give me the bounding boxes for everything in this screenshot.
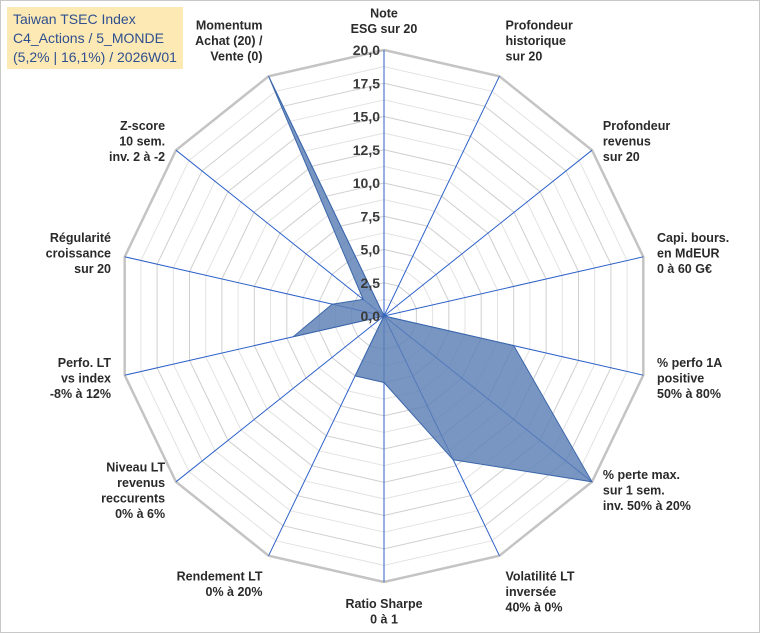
category-label-line: Volatilité LT	[506, 569, 575, 583]
category-label-line: Profondeur	[506, 19, 573, 33]
category-label-line: en MdEUR	[657, 247, 720, 261]
category-label-line: inversée	[506, 585, 557, 599]
category-label: Momentum Achat (20) / Vente (0)	[195, 19, 263, 64]
category-label: Profondeur revenus sur 20	[603, 119, 670, 164]
category-label: Capi. bours. en MdEUR 0 à 60 G€	[657, 231, 729, 276]
spoke-line	[383, 256, 644, 317]
title-line-3: (5,2% | 16,1%) / 2026W01	[13, 49, 177, 65]
category-label-line: 0% à 20%	[206, 585, 263, 599]
tick-label: 17,5	[353, 75, 380, 91]
category-label-line: revenus	[117, 476, 165, 490]
category-label-line: Capi. bours.	[657, 231, 729, 245]
category-label: Rendement LT 0% à 20%	[177, 569, 263, 599]
category-label-line: Vente (0)	[210, 50, 262, 64]
category-label-line: sur 1 sem.	[603, 484, 665, 498]
category-label: Z-score 10 sem. inv. 2 à -2	[109, 119, 165, 164]
tick-label: 0,0	[361, 308, 381, 324]
category-label: Niveau LT revenus reccurents 0% à 6%	[101, 460, 165, 521]
category-label-line: ESG sur 20	[351, 22, 418, 36]
tick-label: 7,5	[361, 208, 381, 224]
category-label-line: 0 à 1	[370, 613, 398, 627]
category-label-line: % perte max.	[603, 468, 680, 482]
tick-label: 5,0	[361, 242, 381, 258]
tick-label: 20,0	[353, 42, 380, 58]
category-label-line: Régularité	[50, 231, 111, 245]
category-label-line: Perfo. LT	[58, 356, 112, 370]
category-label: Ratio Sharpe 0 à 1	[345, 597, 422, 627]
category-label-line: Note	[370, 7, 398, 21]
tick-label: 12,5	[353, 142, 380, 158]
category-label-line: 50% à 80%	[657, 387, 721, 401]
tick-label: 2,5	[361, 275, 381, 291]
spoke-line	[383, 76, 500, 317]
category-label: Profondeur historique sur 20	[506, 19, 573, 64]
category-label: % perte max. sur 1 sem. inv. 50% à 20%	[603, 468, 691, 513]
category-label: Régularité croissance sur 20	[46, 231, 111, 276]
category-label-line: Rendement LT	[177, 569, 263, 583]
category-label-line: Profondeur	[603, 119, 670, 133]
category-label: Perfo. LT vs index -8% à 12%	[50, 356, 112, 401]
spoke-line	[383, 149, 593, 317]
spoke-line	[175, 149, 385, 317]
category-label-line: sur 20	[506, 50, 543, 64]
category-label-line: positive	[657, 371, 704, 385]
category-label-line: Achat (20) /	[195, 34, 263, 48]
spoke-line	[175, 315, 385, 483]
category-label-line: Z-score	[120, 119, 165, 133]
category-label-line: reccurents	[101, 491, 165, 505]
category-label: Volatilité LT inversée 40% à 0%	[506, 569, 575, 614]
category-label-line: 0 à 60 G€	[657, 262, 712, 276]
tick-label: 10,0	[353, 175, 380, 191]
category-label-line: 40% à 0%	[506, 600, 563, 614]
tick-label: 15,0	[353, 109, 380, 125]
category-label: Note ESG sur 20	[351, 7, 418, 37]
series-area	[268, 76, 593, 483]
category-label-line: sur 20	[603, 150, 640, 164]
category-label-line: inv. 2 à -2	[109, 150, 165, 164]
category-label-line: croissance	[46, 247, 111, 261]
category-label-line: Ratio Sharpe	[345, 597, 422, 611]
category-label-line: Momentum	[196, 19, 263, 33]
category-label-line: revenus	[603, 134, 651, 148]
category-label-line: 10 sem.	[119, 134, 165, 148]
category-label-line: vs index	[61, 371, 111, 385]
category-label-line: -8% à 12%	[50, 387, 111, 401]
category-label-line: historique	[506, 34, 566, 48]
category-label-line: Niveau LT	[106, 460, 165, 474]
category-label: % perfo 1A positive 50% à 80%	[657, 356, 722, 401]
chart-title-box: Taiwan TSEC Index C4_Actions / 5_MONDE (…	[7, 7, 183, 69]
category-label-line: inv. 50% à 20%	[603, 499, 691, 513]
title-line-2: C4_Actions / 5_MONDE	[13, 30, 164, 46]
title-line-1: Taiwan TSEC Index	[13, 11, 136, 27]
category-label-line: % perfo 1A	[657, 356, 722, 370]
category-label-line: 0% à 6%	[115, 507, 165, 521]
category-label-line: sur 20	[74, 262, 111, 276]
